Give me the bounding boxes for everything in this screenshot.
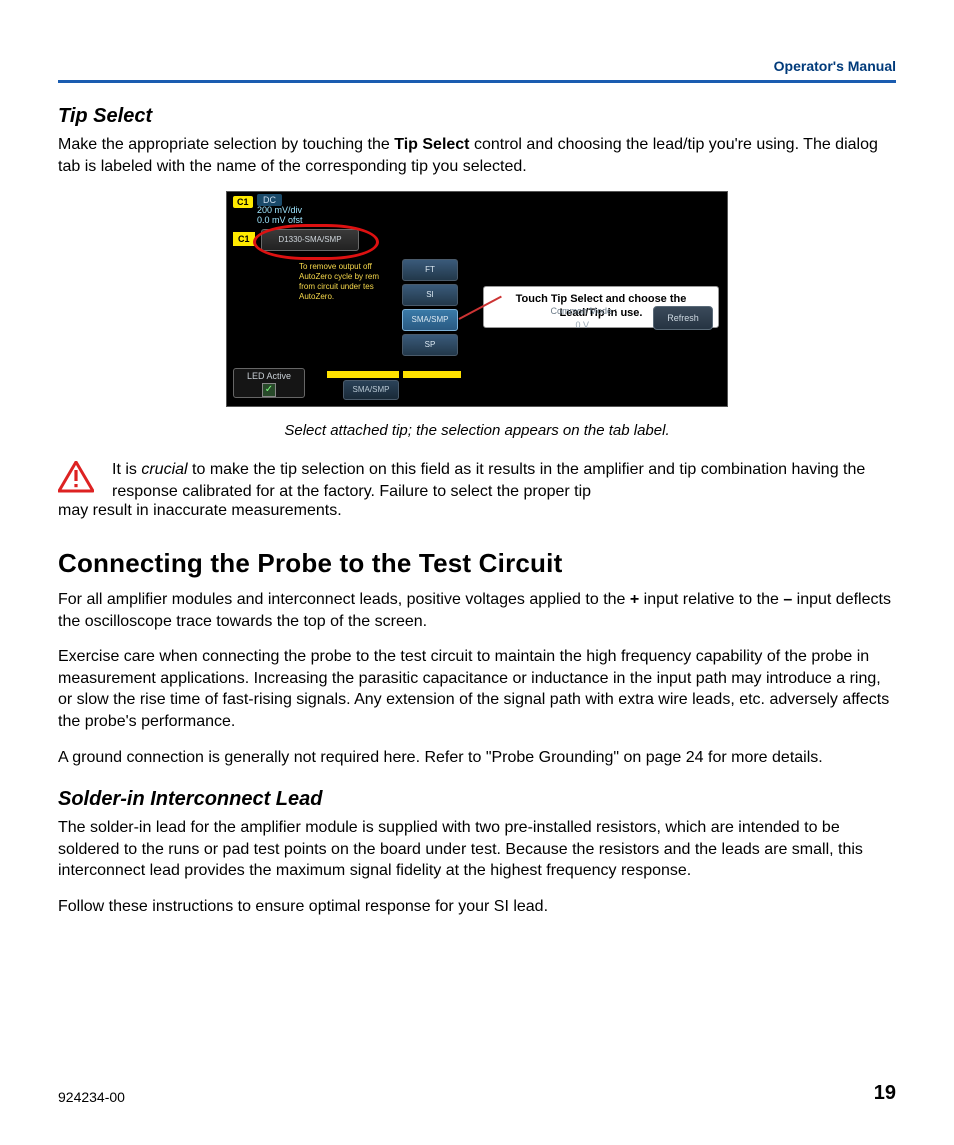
document-page: Operator's Manual Tip Select Make the ap… <box>0 0 954 1145</box>
figure-caption: Select attached tip; the selection appea… <box>58 422 896 439</box>
heading-tip-select: Tip Select <box>58 105 896 128</box>
text: input relative to the <box>639 591 783 608</box>
text-em: crucial <box>141 461 187 478</box>
doc-number: 924234-00 <box>58 1089 125 1105</box>
tip-under-button[interactable]: SMA/SMP <box>343 380 399 400</box>
screenshot-mock: C1 DC 200 mV/div 0.0 mV ofst C1 D1330-SM… <box>226 191 728 407</box>
common-mode-label: Common Mode : <box>550 306 617 316</box>
tip-select-button[interactable]: D1330-SMA/SMP <box>261 229 359 251</box>
para-solder-1: The solder-in lead for the amplifier mod… <box>58 817 896 882</box>
hint-l2: AutoZero cycle by rem <box>299 272 379 282</box>
shot-body: Touch Tip Select and choose the Lead/Tip… <box>227 256 727 406</box>
tip-option-sp[interactable]: SP <box>402 334 458 356</box>
hint-l3: from circuit under tes <box>299 282 379 292</box>
figure-tip-select: C1 DC 200 mV/div 0.0 mV ofst C1 D1330-SM… <box>58 191 896 412</box>
shot-topbar: C1 DC 200 mV/div 0.0 mV ofst <box>227 192 727 226</box>
hint-l1: To remove output off <box>299 262 379 272</box>
refresh-button[interactable]: Refresh <box>653 306 713 330</box>
led-active-box[interactable]: LED Active ✓ <box>233 368 305 398</box>
minus-symbol: – <box>783 591 792 608</box>
yellow-bar-icon <box>403 371 461 378</box>
plus-symbol: + <box>630 591 639 608</box>
para-connecting-3: A ground connection is generally not req… <box>58 747 896 769</box>
tip-option-ft[interactable]: FT <box>402 259 458 281</box>
para-connecting-2: Exercise care when connecting the probe … <box>58 646 896 732</box>
tip-options: FT SI SMA/SMP SP <box>402 256 458 359</box>
callout-line1: Touch Tip Select and choose the <box>492 293 710 307</box>
heading-solder: Solder-in Interconnect Lead <box>58 788 896 811</box>
channel-badge: C1 <box>233 196 253 208</box>
led-label: LED Active <box>234 371 304 381</box>
yellow-bar-icon <box>327 371 399 378</box>
readout: 200 mV/div 0.0 mV ofst <box>257 206 303 225</box>
warning-block: It is crucial to make the tip selection … <box>58 459 896 502</box>
para-tip-select: Make the appropriate selection by touchi… <box>58 134 896 177</box>
page-footer: 924234-00 19 <box>58 1082 896 1105</box>
readout-line: 0.0 mV ofst <box>257 216 303 225</box>
tip-option-smasmp[interactable]: SMA/SMP <box>402 309 458 331</box>
warning-text-cont: may result in inaccurate measurements. <box>58 500 896 522</box>
para-connecting-1: For all amplifier modules and interconne… <box>58 589 896 632</box>
hint-text: To remove output off AutoZero cycle by r… <box>299 262 379 302</box>
text: to make the tip selection on this field … <box>112 461 865 500</box>
header-rule <box>58 80 896 83</box>
page-number: 19 <box>874 1082 896 1105</box>
para-solder-2: Follow these instructions to ensure opti… <box>58 896 896 918</box>
hint-l4: AutoZero. <box>299 292 379 302</box>
warning-text-top: It is crucial to make the tip selection … <box>112 459 896 502</box>
shot-tabrow: C1 D1330-SMA/SMP <box>227 226 727 256</box>
warning-icon <box>58 461 94 493</box>
text-bold: Tip Select <box>394 136 469 153</box>
page-header: Operator's Manual <box>58 58 896 74</box>
text: For all amplifier modules and interconne… <box>58 591 630 608</box>
text: Make the appropriate selection by touchi… <box>58 136 394 153</box>
text: It is <box>112 461 141 478</box>
c1-tab[interactable]: C1 <box>233 232 255 246</box>
checkbox-icon[interactable]: ✓ <box>262 383 276 397</box>
common-mode-value: 0 V <box>575 320 589 330</box>
tip-option-si[interactable]: SI <box>402 284 458 306</box>
heading-connecting: Connecting the Probe to the Test Circuit <box>58 548 896 579</box>
